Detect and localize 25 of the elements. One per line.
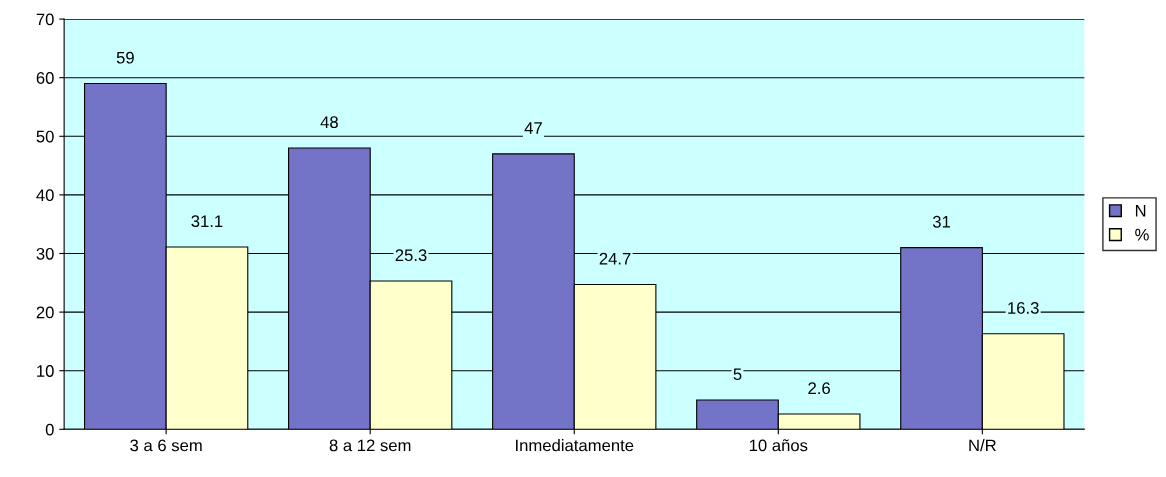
- data-label: 48: [320, 116, 338, 129]
- data-label: 2.6: [808, 382, 830, 395]
- data-label: 31: [932, 215, 950, 228]
- y-tick-label: 60: [36, 72, 54, 84]
- x-tick-label: Inmediatamente: [516, 439, 634, 452]
- x-tick-label: N/R: [969, 439, 996, 452]
- y-tick-label: 40: [36, 189, 54, 202]
- x-tick-label: 3 a 6 sem: [130, 439, 202, 452]
- x-tick-label: 10 años: [749, 439, 808, 452]
- y-tick-label: 50: [36, 130, 54, 143]
- data-label: 59: [116, 51, 134, 64]
- data-label: 24.7: [599, 252, 631, 265]
- data-label: 5: [733, 368, 742, 381]
- data-label: 16.3: [1008, 302, 1039, 314]
- y-tick-label: 70: [36, 13, 54, 26]
- data-label: 25.3: [395, 249, 427, 262]
- y-tick-label: 10: [37, 365, 54, 377]
- y-tick-label: 30: [36, 247, 54, 260]
- data-label: 31.1: [191, 215, 223, 228]
- y-tick-label: 20: [36, 306, 54, 319]
- legend-label: %: [1135, 228, 1149, 241]
- y-tick-label: 0: [45, 423, 54, 436]
- legend-label: N: [1135, 205, 1146, 217]
- x-tick-label: 8 a 12 sem: [329, 439, 411, 452]
- data-label: 47: [524, 122, 542, 134]
